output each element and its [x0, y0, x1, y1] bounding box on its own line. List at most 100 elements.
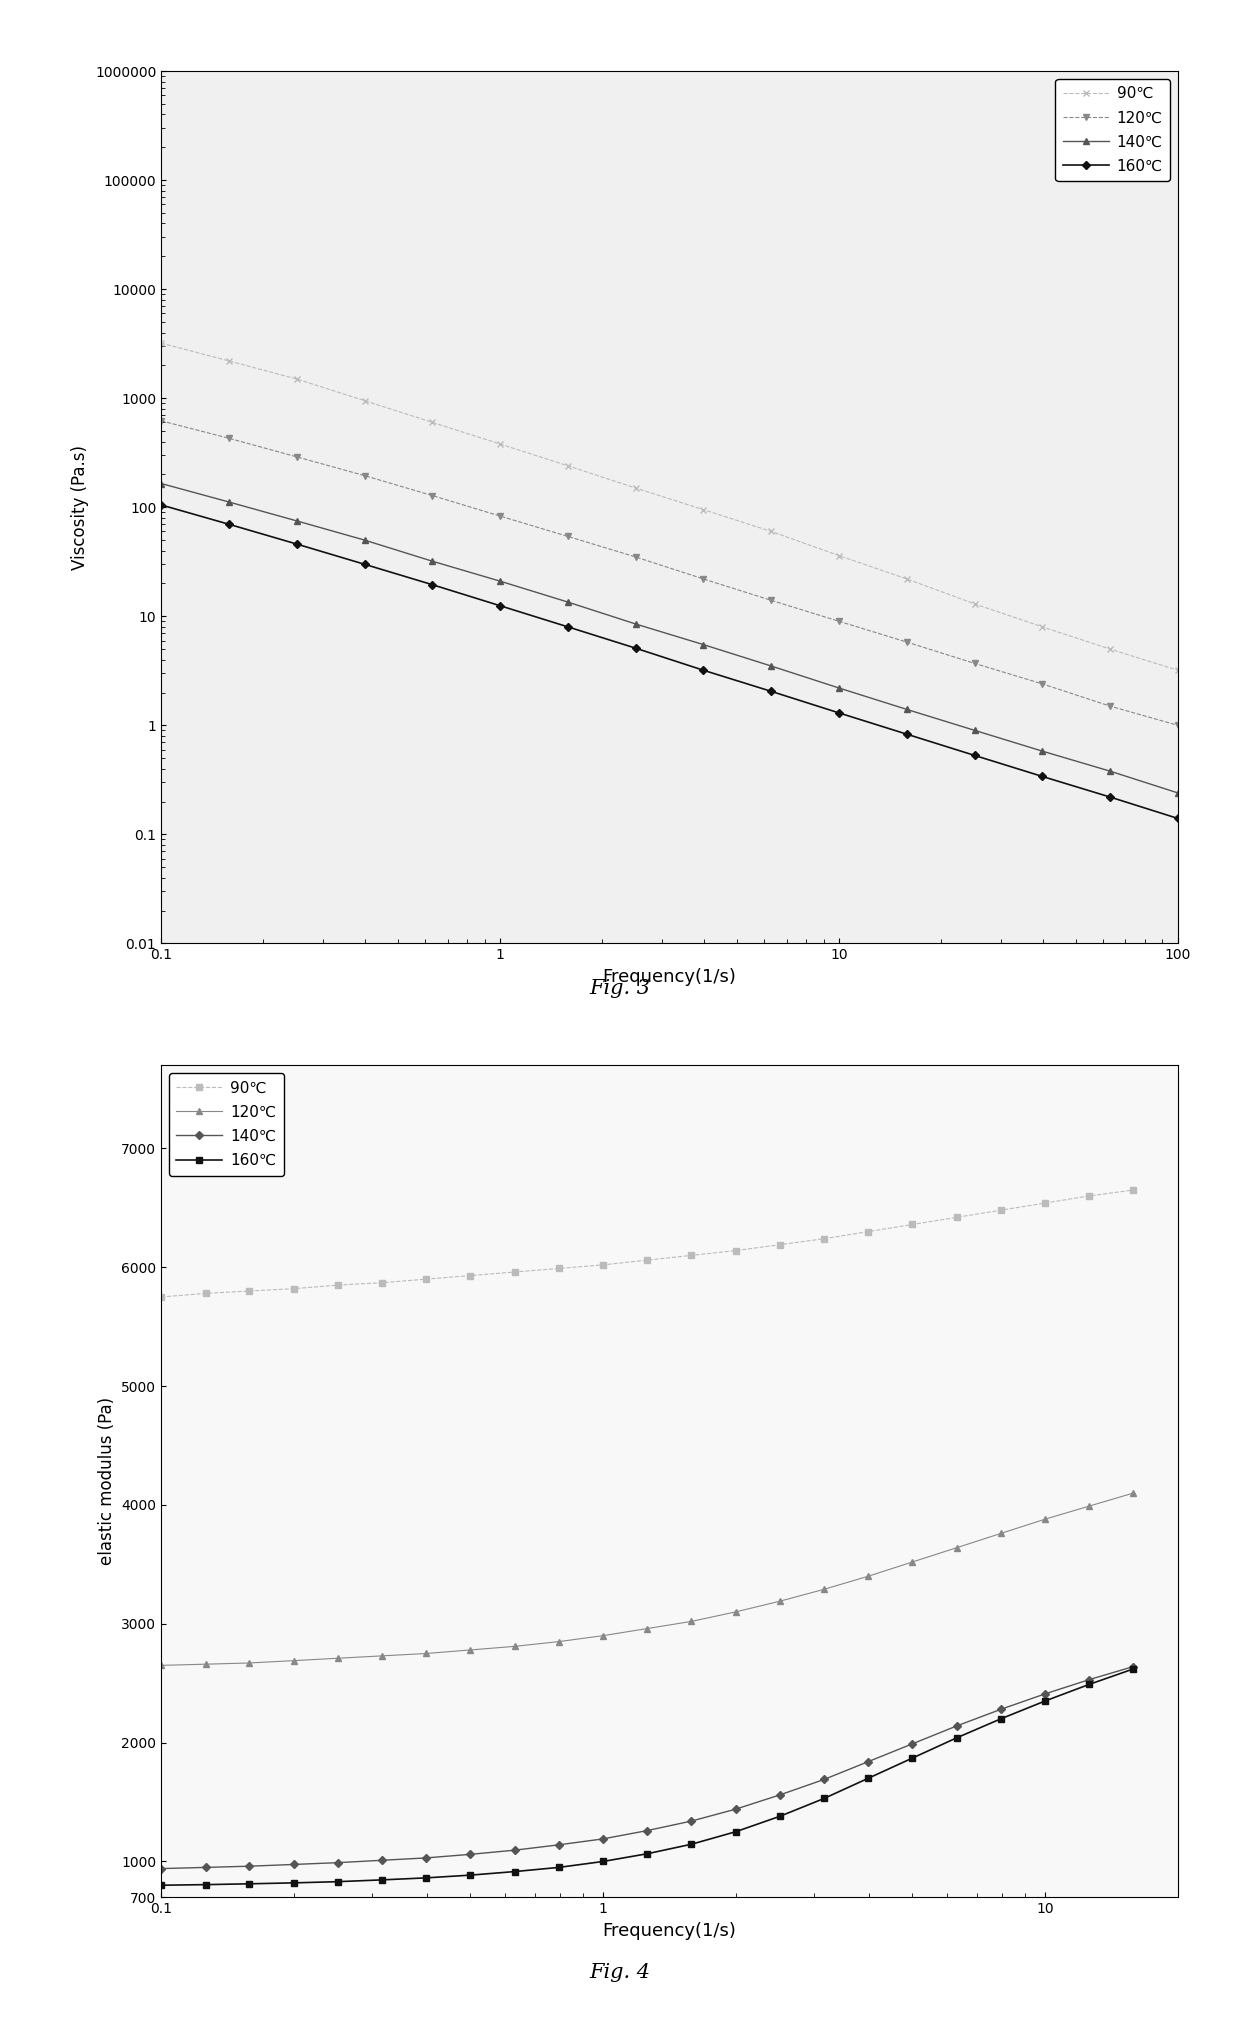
- 160℃: [684, 1832, 699, 1857]
- 90℃: [492, 432, 507, 457]
- 120℃: [764, 588, 779, 613]
- 120℃: [330, 1646, 345, 1670]
- Y-axis label: elastic modulus (Pa): elastic modulus (Pa): [98, 1398, 115, 1564]
- 90℃: [629, 477, 644, 501]
- Line: 160℃: 160℃: [159, 1666, 1136, 1889]
- 160℃: [463, 1863, 477, 1887]
- 120℃: [374, 1643, 389, 1668]
- 160℃: [1081, 1672, 1096, 1696]
- 120℃: [1038, 1508, 1053, 1532]
- 90℃: [764, 519, 779, 544]
- 90℃: [684, 1244, 699, 1268]
- 90℃: [425, 410, 440, 434]
- 140℃: [507, 1838, 522, 1863]
- 120℃: [967, 651, 982, 676]
- 140℃: [949, 1715, 963, 1739]
- 90℃: [419, 1266, 434, 1290]
- 140℃: [374, 1848, 389, 1873]
- 140℃: [684, 1810, 699, 1834]
- 160℃: [242, 1871, 257, 1895]
- 120℃: [949, 1536, 963, 1560]
- 140℃: [773, 1783, 787, 1808]
- 90℃: [374, 1270, 389, 1295]
- 120℃: [357, 463, 372, 487]
- 90℃: [242, 1278, 257, 1303]
- 140℃: [1171, 781, 1185, 806]
- 140℃: [832, 676, 847, 700]
- 140℃: [357, 528, 372, 552]
- 140℃: [330, 1850, 345, 1875]
- 160℃: [560, 615, 575, 639]
- Line: 140℃: 140℃: [157, 481, 1182, 797]
- 90℃: [198, 1280, 213, 1305]
- Text: Fig. 4: Fig. 4: [589, 1962, 651, 1982]
- 140℃: [899, 698, 914, 722]
- 90℃: [905, 1211, 920, 1236]
- 120℃: [696, 566, 711, 590]
- 140℃: [861, 1749, 875, 1773]
- 140℃: [817, 1767, 832, 1792]
- 160℃: [817, 1786, 832, 1810]
- 90℃: [507, 1260, 522, 1284]
- 160℃: [154, 1873, 169, 1897]
- 140℃: [552, 1832, 567, 1857]
- 120℃: [684, 1609, 699, 1633]
- Text: Fig. 3: Fig. 3: [589, 978, 651, 998]
- 140℃: [463, 1842, 477, 1867]
- 90℃: [1126, 1177, 1141, 1201]
- 140℃: [289, 509, 304, 534]
- 160℃: [221, 511, 236, 536]
- 120℃: [242, 1652, 257, 1676]
- 90℃: [993, 1197, 1008, 1221]
- 160℃: [1126, 1658, 1141, 1682]
- Line: 160℃: 160℃: [159, 501, 1180, 822]
- Legend: 90℃, 120℃, 140℃, 160℃: 90℃, 120℃, 140℃, 160℃: [1055, 79, 1171, 181]
- 140℃: [419, 1846, 434, 1871]
- 120℃: [1081, 1493, 1096, 1518]
- 120℃: [289, 444, 304, 469]
- 120℃: [832, 609, 847, 633]
- 120℃: [463, 1637, 477, 1662]
- 140℃: [595, 1826, 610, 1850]
- 90℃: [817, 1228, 832, 1252]
- 120℃: [419, 1641, 434, 1666]
- 90℃: [640, 1248, 655, 1272]
- 140℃: [425, 550, 440, 574]
- 140℃: [905, 1731, 920, 1755]
- 160℃: [899, 722, 914, 747]
- 140℃: [1038, 1682, 1053, 1706]
- 140℃: [1035, 739, 1050, 763]
- 160℃: [728, 1820, 743, 1844]
- 160℃: [198, 1873, 213, 1897]
- 140℃: [1102, 759, 1117, 783]
- 90℃: [1171, 657, 1185, 682]
- Line: 90℃: 90℃: [157, 339, 1182, 674]
- 120℃: [198, 1652, 213, 1676]
- 90℃: [330, 1272, 345, 1297]
- 120℃: [1102, 694, 1117, 718]
- Line: 120℃: 120℃: [157, 418, 1182, 728]
- 120℃: [425, 483, 440, 507]
- 140℃: [198, 1855, 213, 1879]
- 160℃: [1038, 1688, 1053, 1712]
- 160℃: [993, 1706, 1008, 1731]
- X-axis label: Frequency(1/s): Frequency(1/s): [603, 968, 737, 986]
- 160℃: [967, 743, 982, 767]
- 140℃: [640, 1818, 655, 1842]
- 90℃: [595, 1252, 610, 1276]
- 90℃: [967, 592, 982, 617]
- 160℃: [949, 1727, 963, 1751]
- 160℃: [1035, 765, 1050, 789]
- 120℃: [993, 1522, 1008, 1546]
- 160℃: [425, 572, 440, 597]
- 120℃: [817, 1577, 832, 1601]
- 120℃: [560, 523, 575, 548]
- 140℃: [492, 568, 507, 592]
- 120℃: [286, 1648, 301, 1672]
- 120℃: [552, 1629, 567, 1654]
- 160℃: [764, 680, 779, 704]
- 90℃: [357, 388, 372, 412]
- 120℃: [728, 1599, 743, 1623]
- 160℃: [1171, 806, 1185, 830]
- 160℃: [861, 1765, 875, 1790]
